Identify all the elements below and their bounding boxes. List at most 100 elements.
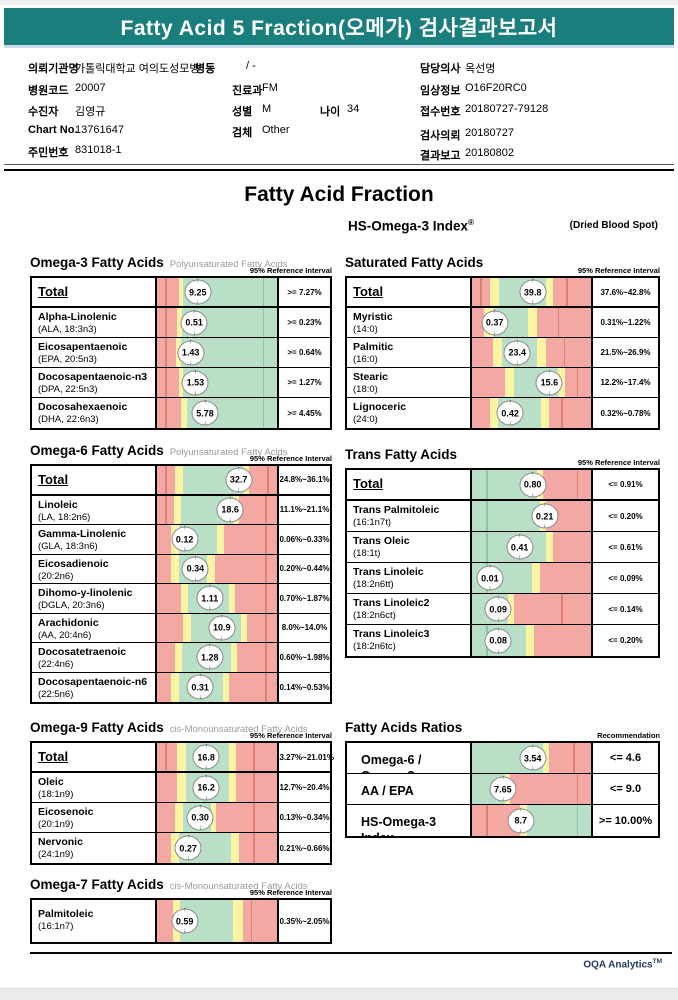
bar-segment-yellow bbox=[178, 368, 184, 397]
value-bubble: ↑ 15.6 ↓ bbox=[535, 369, 563, 396]
table-row: Trans Oleic (18:1t) ↑ 0.41 ↓ <= 0.61% bbox=[347, 532, 658, 563]
bar-segment-red bbox=[157, 672, 172, 702]
row-label-cell: HS-Omega-3 Index bbox=[347, 805, 472, 836]
table-title: Omega-3 Fatty Acids bbox=[30, 255, 164, 270]
value-bubble: ↑ 0.37 ↓ bbox=[481, 309, 509, 336]
down-arrow-icon: ↓ bbox=[543, 523, 547, 530]
analyte-name: Docosatetraenoic bbox=[38, 646, 127, 658]
analyte-code: (20:1n9) bbox=[38, 819, 74, 831]
table-title: Trans Fatty Acids bbox=[345, 447, 458, 462]
reference-interval: <= 0.20% bbox=[608, 511, 643, 521]
up-arrow-icon: ↑ bbox=[208, 584, 212, 591]
analyte-name: Trans Linoleic bbox=[353, 566, 424, 578]
table-subtitle: cis-Monounsaturated Fatty Acids bbox=[169, 881, 308, 892]
analyte-name: Docosapentaenoic-n3 bbox=[38, 371, 148, 383]
down-arrow-icon: ↓ bbox=[508, 420, 512, 427]
analyte-name: Trans Linoleic3 bbox=[353, 628, 430, 640]
range-bar: ↑ 16.2 ↓ bbox=[157, 773, 279, 802]
table-header: Omega-9 Fatty Acids cis-Monounsaturated F… bbox=[30, 719, 332, 741]
bar-segment-yellow bbox=[173, 495, 181, 524]
reference-interval: 37.6%~42.8% bbox=[600, 287, 651, 297]
bar-segment-green bbox=[526, 805, 591, 836]
up-arrow-icon: ↑ bbox=[531, 278, 535, 285]
percentile-marker bbox=[486, 805, 488, 836]
reference-interval: <= 0.14% bbox=[608, 604, 643, 614]
bar-segment-yellow bbox=[175, 643, 183, 672]
reference-interval: 12.2%~17.4% bbox=[600, 378, 651, 387]
method-label: (Dried Blood Spot) bbox=[569, 220, 658, 231]
percentile-marker bbox=[165, 398, 167, 428]
reference-interval: 0.13%~0.34% bbox=[279, 813, 330, 822]
hospital-code-value: 20007 bbox=[75, 82, 106, 94]
percentile-marker bbox=[262, 368, 265, 397]
bar-segment-red bbox=[157, 743, 178, 771]
bar-segment-red bbox=[472, 398, 490, 428]
percentile-marker bbox=[486, 501, 488, 531]
value-bubble: ↑ 0.51 ↓ bbox=[180, 309, 208, 336]
value-bubble: ↑ 23.4 ↓ bbox=[503, 339, 531, 366]
row-label-cell: Total bbox=[32, 743, 157, 771]
up-arrow-icon: ↑ bbox=[220, 614, 224, 621]
up-arrow-icon: ↑ bbox=[193, 369, 197, 375]
value-bubble: ↑ 16.2 ↓ bbox=[192, 774, 220, 801]
up-arrow-icon: ↑ bbox=[183, 525, 187, 532]
reference-interval: 0.31%~1.22% bbox=[600, 318, 651, 327]
up-arrow-icon: ↑ bbox=[198, 673, 202, 680]
up-arrow-icon: ↑ bbox=[519, 807, 523, 813]
up-arrow-icon: ↑ bbox=[228, 496, 232, 503]
value-bubble: ↑ 18.6 ↓ bbox=[216, 496, 244, 523]
table-header: Omega-3 Fatty Acids Polyunsaturated Fatty… bbox=[30, 254, 332, 276]
table-row: HS-Omega-3 Index ↑8.7↓ >= 10.00% bbox=[347, 805, 658, 836]
value-bubble: ↑ 0.30 ↓ bbox=[186, 804, 214, 831]
bar-segment-yellow bbox=[222, 672, 229, 702]
down-arrow-icon: ↓ bbox=[519, 828, 523, 834]
bar-segment-red bbox=[549, 743, 591, 773]
result-table: Palmitoleic (16:1n7) ↑ 0.59 ↓ 0.35%~2.05% bbox=[30, 898, 332, 944]
table-row: Gamma-Linolenic (GLA, 18:3n6) ↑ 0.12 ↓ 0.06%~… bbox=[32, 525, 330, 555]
table-header: Saturated Fatty Acids 95% Reference Inter… bbox=[345, 254, 660, 276]
table-omega6-fatty-acids: Omega-6 Fatty Acids Polyunsaturated Fatty… bbox=[30, 442, 332, 704]
row-label-cell: Docosapentaenoic-n3 (DPA, 22:5n3) bbox=[32, 368, 157, 397]
range-bar: ↑ 0.42 ↓ bbox=[472, 398, 593, 428]
bar-segment-red bbox=[510, 774, 591, 804]
bar-segment-yellow bbox=[175, 803, 184, 832]
down-arrow-icon: ↓ bbox=[518, 554, 522, 561]
percentile-marker bbox=[165, 495, 167, 524]
range-bar: ↑ 0.41 ↓ bbox=[472, 532, 593, 562]
reference-interval: 0.14%~0.53% bbox=[279, 682, 330, 692]
table-row: Trans Linoleic (18:2n6tt) ↑ 0.01 ↓ <= 0.09% bbox=[347, 563, 658, 594]
value-bubble: ↑ 0.80 ↓ bbox=[519, 471, 547, 498]
result-table: Total ↑ 9.25 ↓ >= 7.27% Alpha-Linolenic (ALA, … bbox=[30, 276, 332, 430]
request-date-value: 20180727 bbox=[465, 127, 514, 139]
down-arrow-icon: ↓ bbox=[220, 635, 224, 642]
down-arrow-icon: ↓ bbox=[515, 360, 519, 366]
bar-segment-red bbox=[552, 532, 591, 562]
receipt-value: 20180727-79128 bbox=[465, 103, 549, 115]
table-subtitle: cis-Monounsaturated Fatty Acids bbox=[169, 724, 308, 735]
analyte-code: (DHA, 22:6n3) bbox=[38, 414, 99, 426]
analyte-code: (18:1t) bbox=[353, 548, 381, 560]
reference-interval: >= 4.45% bbox=[287, 408, 322, 418]
bar-segment-red bbox=[228, 672, 277, 702]
bar-segment-yellow bbox=[231, 643, 238, 672]
table-row: Eicosenoic (20:1n9) ↑ 0.30 ↓ 0.13%~0.34% bbox=[32, 803, 330, 833]
bar-segment-red bbox=[533, 625, 591, 656]
analyte-name: Total bbox=[38, 472, 69, 487]
up-arrow-icon: ↑ bbox=[204, 743, 208, 750]
patient-info-block: 의뢰기관명 가톨릭대학교 여의도성모병 병동 / - 담당의사 옥선명 병원코드… bbox=[28, 56, 672, 166]
reference-interval: 8.0%~14.0% bbox=[281, 623, 328, 633]
reference-interval: <= 0.20% bbox=[608, 636, 643, 645]
reference-interval: >= 0.23% bbox=[287, 318, 322, 327]
table-row: Arachidonic (AA, 20:4n6) ↑ 10.9 ↓ 8.0%~14.0% bbox=[32, 613, 330, 643]
org-label: 의뢰기관명 bbox=[28, 63, 79, 75]
percentile-marker bbox=[262, 308, 265, 337]
up-arrow-icon: ↑ bbox=[488, 564, 492, 571]
analyte-name: AA / EPA bbox=[361, 784, 414, 798]
doctor-value: 옥선명 bbox=[465, 63, 496, 75]
row-label-cell: Trans Linoleic (18:2n6tt) bbox=[347, 563, 472, 593]
value-bubble: ↑ 16.8 ↓ bbox=[192, 743, 220, 771]
range-bar: ↑ 39.8 ↓ bbox=[472, 278, 593, 306]
up-arrow-icon: ↑ bbox=[508, 399, 512, 406]
up-arrow-icon: ↑ bbox=[192, 309, 196, 315]
clinical-value: O16F20RC0 bbox=[465, 82, 527, 94]
